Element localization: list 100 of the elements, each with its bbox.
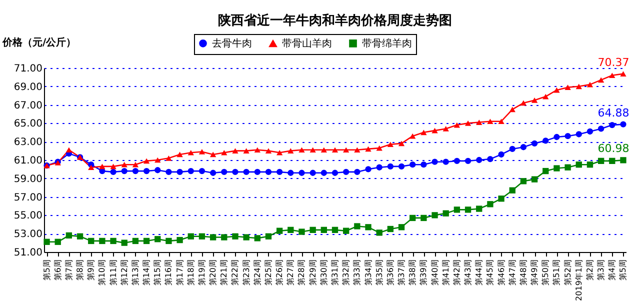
point	[99, 238, 106, 244]
point	[410, 162, 416, 168]
point	[154, 157, 161, 163]
point	[254, 168, 260, 176]
x-tick-label: 第14周	[142, 260, 152, 286]
point	[332, 170, 338, 176]
x-tick-label: 第45周	[486, 260, 495, 286]
point	[132, 162, 139, 168]
point	[609, 122, 616, 128]
x-tick-label: 第34周	[364, 260, 373, 286]
x-tick-label: 第9周	[86, 260, 96, 281]
point	[66, 232, 72, 239]
point	[320, 147, 327, 153]
point	[576, 84, 582, 90]
point	[154, 236, 161, 242]
point	[564, 133, 571, 140]
point	[420, 162, 427, 168]
point	[464, 158, 472, 164]
y-tick-label: 51.00	[14, 248, 42, 258]
point	[520, 178, 527, 184]
point	[432, 158, 438, 165]
point	[376, 230, 382, 236]
point	[298, 147, 305, 153]
point	[531, 140, 538, 147]
point	[398, 163, 405, 170]
point	[564, 84, 571, 90]
point	[464, 206, 472, 213]
point	[420, 214, 427, 222]
point	[121, 162, 128, 168]
point	[620, 121, 626, 128]
point	[332, 226, 338, 233]
point	[454, 122, 460, 128]
point	[232, 168, 238, 176]
x-tick-label: 第8周	[76, 260, 85, 281]
point	[586, 82, 594, 88]
point	[88, 164, 94, 170]
point	[121, 240, 128, 246]
legend-label: 带骨绵羊肉	[362, 37, 412, 50]
x-tick-label: 第42周	[452, 260, 462, 286]
point	[509, 106, 516, 112]
point	[66, 147, 72, 153]
x-tick-label: 第52周	[563, 260, 572, 286]
point	[487, 156, 494, 162]
point	[298, 228, 305, 235]
point	[376, 145, 382, 151]
point	[132, 238, 139, 244]
y-tick-label: 71.00	[14, 64, 42, 74]
point	[564, 164, 571, 170]
x-tick-label: 第20周	[208, 260, 218, 286]
legend-label: 带骨山羊肉	[282, 38, 332, 50]
x-tick-label: 第44周	[474, 260, 484, 286]
x-tick-label: 第40周	[430, 260, 440, 286]
point	[620, 71, 626, 76]
point	[276, 228, 283, 234]
point	[198, 168, 206, 174]
y-tick-label: 63.00	[14, 137, 42, 148]
point	[110, 164, 116, 170]
point	[276, 150, 283, 156]
point	[232, 148, 238, 154]
x-tick-label: 第32周	[342, 260, 351, 286]
x-tick-label: 第25周	[264, 260, 273, 286]
x-tick-label: 第17周	[175, 260, 184, 286]
x-tick-label: 第13周	[130, 260, 140, 286]
x-tick-label: 第29周	[308, 260, 318, 286]
point	[176, 236, 183, 244]
x-tick-label: 第10周	[98, 260, 107, 286]
point	[243, 148, 250, 154]
point	[542, 138, 549, 144]
x-tick-label: 第50周	[541, 260, 550, 286]
point	[121, 168, 128, 174]
x-tick-label: 第5周	[618, 260, 628, 281]
point	[420, 130, 427, 136]
point	[110, 168, 116, 176]
point	[243, 234, 250, 240]
point	[265, 168, 272, 176]
y-tick-label: 55.00	[14, 210, 42, 222]
y-axis-title: 价格（元/公斤）	[2, 36, 76, 48]
point	[254, 147, 260, 153]
x-tick-label: 第28周	[297, 260, 306, 286]
x-tick-label: 第5周	[42, 260, 52, 281]
data-label: 60.98	[598, 142, 630, 156]
x-tick-label: 第23周	[242, 260, 251, 286]
x-tick-label: 第43周	[464, 260, 473, 286]
point	[210, 152, 216, 158]
x-tick-label: 第33周	[352, 260, 362, 286]
point	[498, 196, 504, 202]
point	[132, 168, 139, 174]
point	[176, 152, 183, 158]
point	[265, 148, 272, 154]
x-tick-label: 第6周	[53, 260, 62, 281]
x-tick-label: 第21周	[220, 260, 229, 286]
x-tick-label: 第24周	[252, 260, 262, 286]
point	[487, 118, 494, 124]
x-tick-label: 第15周	[153, 260, 162, 286]
point	[398, 224, 405, 230]
point	[487, 201, 494, 208]
point	[44, 238, 50, 245]
x-tick-label: 第18周	[186, 260, 196, 286]
x-tick-label: 第41周	[441, 260, 450, 286]
point	[198, 233, 206, 240]
